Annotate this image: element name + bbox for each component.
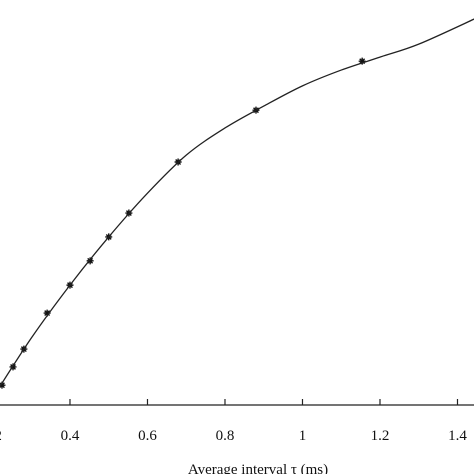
x-tick-label: 0.2: [0, 428, 2, 444]
x-tick-label: 0.6: [138, 428, 157, 444]
x-tick-label: 0.8: [216, 428, 235, 444]
data-point: [0, 381, 6, 389]
x-axis-label: Average interval τ (ms): [188, 462, 328, 474]
x-tick-label: 1.2: [371, 428, 390, 444]
x-tick-label: 0.4: [61, 428, 80, 444]
data-point: [86, 257, 94, 265]
x-tick-label: 1: [299, 428, 307, 444]
fit-curve: [0, 18, 474, 388]
data-point: [358, 57, 366, 65]
x-tick-label: 1.4: [448, 428, 467, 444]
data-point: [43, 309, 51, 317]
